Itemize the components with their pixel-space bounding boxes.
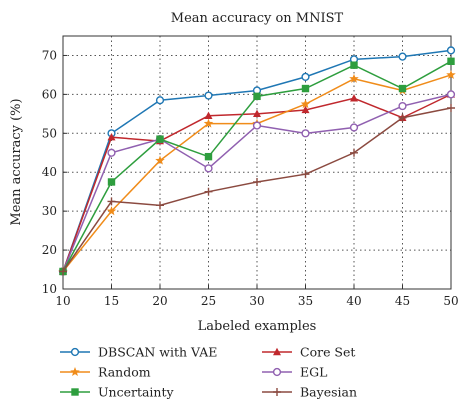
legend-marker xyxy=(273,388,281,396)
data-point-dbscan-with-vae xyxy=(398,52,407,61)
data-point-random xyxy=(106,206,117,216)
legend-label: EGL xyxy=(300,365,327,380)
y-tick-label: 70 xyxy=(42,48,57,62)
data-point-random xyxy=(155,155,165,165)
data-point-egl xyxy=(349,123,359,132)
x-tick-label: 20 xyxy=(152,294,167,308)
data-point-egl xyxy=(446,90,456,99)
legend-marker xyxy=(70,347,80,357)
series-bayesian xyxy=(59,104,455,276)
series-dbscan-with-vae xyxy=(58,46,456,276)
data-point-bayesian xyxy=(156,201,164,210)
data-point-core-set xyxy=(350,94,358,102)
legend-label: Bayesian xyxy=(300,385,357,400)
data-point-dbscan-with-vae xyxy=(446,46,456,55)
data-point-uncertainty xyxy=(156,135,164,143)
chart-title: Mean accuracy on MNIST xyxy=(171,11,344,26)
data-point-uncertainty xyxy=(447,57,455,65)
data-point-bayesian xyxy=(301,170,310,179)
data-point-egl xyxy=(204,164,213,173)
data-point-bayesian xyxy=(398,113,407,122)
legend-item-bayesian: Bayesian xyxy=(262,385,357,400)
data-point-core-set xyxy=(204,111,213,119)
data-point-bayesian xyxy=(350,148,358,157)
x-tick-label: 50 xyxy=(443,294,458,308)
legend-marker xyxy=(71,388,79,396)
legend-label: DBSCAN with VAE xyxy=(98,345,217,360)
data-point-bayesian xyxy=(107,197,116,206)
data-point-bayesian xyxy=(59,267,67,276)
x-tick-label: 25 xyxy=(201,294,216,308)
data-point-dbscan-with-vae xyxy=(204,91,213,100)
y-tick-label: 50 xyxy=(42,126,57,140)
data-point-random xyxy=(300,99,311,109)
legend-item-random: Random xyxy=(60,365,151,380)
data-point-random xyxy=(446,69,456,79)
legend-label: Core Set xyxy=(300,345,355,360)
data-point-core-set xyxy=(253,109,261,118)
data-point-random xyxy=(203,118,214,128)
x-tick-label: 30 xyxy=(249,294,264,308)
y-tick-label: 20 xyxy=(42,243,57,257)
legend-marker xyxy=(70,367,80,377)
data-point-uncertainty xyxy=(204,152,213,161)
data-point-uncertainty xyxy=(107,178,116,186)
x-axis-ticks: 10 15 20 25 30 35 40 45 50 xyxy=(55,285,459,308)
data-point-bayesian xyxy=(253,177,261,186)
legend-item-core-set: Core Set xyxy=(262,345,355,360)
grid-lines xyxy=(63,36,451,289)
data-point-core-set xyxy=(107,133,116,141)
legend-label: Random xyxy=(98,365,151,380)
data-point-egl xyxy=(301,129,310,138)
data-point-egl xyxy=(252,121,262,130)
y-tick-label: 30 xyxy=(42,204,57,218)
x-tick-label: 10 xyxy=(55,294,70,308)
x-tick-label: 40 xyxy=(346,294,361,308)
y-tick-label: 10 xyxy=(42,282,57,296)
data-point-egl xyxy=(398,101,407,111)
data-point-bayesian xyxy=(204,187,213,196)
x-tick-label: 45 xyxy=(395,294,410,308)
x-tick-label: 15 xyxy=(104,294,119,308)
x-tick-label: 35 xyxy=(298,294,313,308)
x-axis-label: Labeled examples xyxy=(198,319,317,334)
data-point-uncertainty xyxy=(398,84,407,93)
data-point-dbscan-with-vae xyxy=(301,72,310,81)
data-point-bayesian xyxy=(447,104,455,113)
data-point-core-set xyxy=(301,105,310,114)
legend-marker xyxy=(273,347,281,356)
legend-item-dbscan-with-vae: DBSCAN with VAE xyxy=(60,345,217,360)
data-point-dbscan-with-vae xyxy=(155,96,165,105)
data-point-uncertainty xyxy=(350,61,358,69)
data-point-egl xyxy=(107,148,116,157)
data-point-uncertainty xyxy=(301,84,310,93)
y-axis-ticks: 10 20 30 40 50 60 70 xyxy=(42,48,67,296)
series-group xyxy=(58,46,456,276)
legend-item-uncertainty: Uncertainty xyxy=(60,385,175,400)
legend-marker xyxy=(272,367,282,377)
y-axis-label: Mean accuracy (%) xyxy=(9,98,24,225)
legend-label: Uncertainty xyxy=(98,385,175,400)
legend: DBSCAN with VAE Core Set Random EGL Uncertai… xyxy=(60,345,357,400)
legend-item-egl: EGL xyxy=(262,365,327,380)
y-tick-label: 40 xyxy=(42,165,57,179)
data-point-uncertainty xyxy=(253,92,261,101)
data-point-random xyxy=(349,73,359,83)
y-tick-label: 60 xyxy=(42,87,57,101)
